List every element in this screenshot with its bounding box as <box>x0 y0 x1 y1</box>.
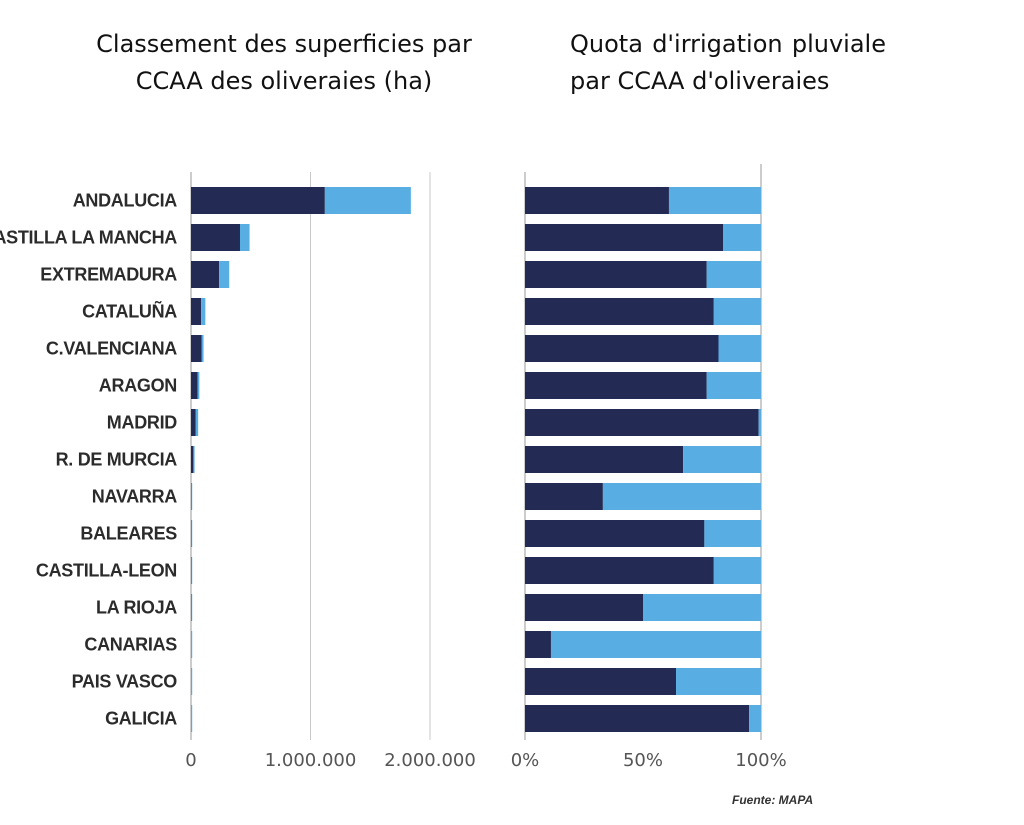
category-label: ARAGON <box>99 376 177 396</box>
bar-light-7 <box>683 446 761 473</box>
bar-light-8 <box>191 483 193 510</box>
bar-light-13 <box>676 668 761 695</box>
bar-dark-8 <box>525 483 603 510</box>
bar-light-11 <box>191 594 193 621</box>
bar-light-0 <box>668 187 761 214</box>
bar-dark-6 <box>191 409 196 436</box>
bar-dark-6 <box>525 409 759 436</box>
bar-light-14 <box>749 705 761 732</box>
bar-light-3 <box>201 298 206 325</box>
bar-light-10 <box>191 557 193 584</box>
category-label: EXTREMADURA <box>40 265 177 285</box>
bar-light-1 <box>239 224 250 251</box>
bar-dark-7 <box>191 446 194 473</box>
bar-dark-4 <box>525 335 719 362</box>
bar-light-2 <box>706 261 761 288</box>
x-tick-label: 2.000.000 <box>384 750 476 771</box>
bar-light-12 <box>550 631 761 658</box>
category-label: CATALUÑA <box>82 301 177 322</box>
category-label: MADRID <box>107 413 177 433</box>
bar-light-5 <box>706 372 761 399</box>
left-chart-title: Classement des superficies par CCAA des … <box>96 30 472 95</box>
bar-light-6 <box>195 409 199 436</box>
x-tick-label: 100% <box>735 750 786 771</box>
bar-light-12 <box>191 631 193 658</box>
category-label: PAIS VASCO <box>72 672 178 692</box>
bar-dark-3 <box>191 298 202 325</box>
bar-light-11 <box>643 594 761 621</box>
surface-chart: ANDALUCIA CASTILLA LA MANCHA EXTREMADURA CA… <box>0 172 476 771</box>
bar-light-10 <box>713 557 761 584</box>
category-label: R. DE MURCIA <box>56 450 178 470</box>
bar-light-2 <box>219 261 230 288</box>
irrigation-share-chart: 0% 50% 100% <box>511 164 787 771</box>
x-tick-label: 0 <box>185 750 196 771</box>
bar-light-0 <box>324 187 411 214</box>
bar-dark-2 <box>525 261 707 288</box>
bar-light-5 <box>197 372 200 399</box>
bar-light-7 <box>193 446 195 473</box>
category-label: C.VALENCIANA <box>46 339 177 359</box>
category-label: BALEARES <box>80 524 177 544</box>
bar-dark-1 <box>191 224 240 251</box>
bar-dark-3 <box>525 298 714 325</box>
bar-light-9 <box>191 520 193 547</box>
bar-light-9 <box>704 520 761 547</box>
category-label: CASTILLA-LEON <box>36 561 177 581</box>
bar-light-14 <box>191 705 193 732</box>
category-label: NAVARRA <box>92 487 178 507</box>
bar-light-13 <box>191 668 193 695</box>
x-tick-label: 1.000.000 <box>265 750 357 771</box>
right-chart-title: Quota d'irrigation pluviale par CCAA d'o… <box>570 30 886 95</box>
bar-light-6 <box>758 409 761 436</box>
category-label: ANDALUCIA <box>73 191 178 211</box>
x-tick-label: 50% <box>623 750 663 771</box>
bar-dark-11 <box>525 594 643 621</box>
category-label: LA RIOJA <box>96 598 177 618</box>
bar-dark-5 <box>525 372 707 399</box>
bar-dark-7 <box>525 446 684 473</box>
bar-light-8 <box>602 483 761 510</box>
x-tick-label: 0% <box>511 750 540 771</box>
bar-dark-9 <box>525 520 705 547</box>
bar-light-3 <box>713 298 761 325</box>
bar-light-4 <box>718 335 761 362</box>
bar-dark-5 <box>191 372 198 399</box>
category-label: CASTILLA LA MANCHA <box>0 228 177 248</box>
bar-dark-10 <box>525 557 714 584</box>
bar-dark-1 <box>525 224 724 251</box>
bar-dark-13 <box>525 668 677 695</box>
bar-light-1 <box>723 224 761 251</box>
category-label: CANARIAS <box>84 635 177 655</box>
bar-dark-4 <box>191 335 202 362</box>
bar-dark-2 <box>191 261 220 288</box>
bar-dark-14 <box>525 705 750 732</box>
source-note: Fuente: MAPA <box>732 793 814 807</box>
category-label: GALICIA <box>105 709 177 729</box>
bar-dark-0 <box>191 187 325 214</box>
bar-light-4 <box>201 335 204 362</box>
bar-dark-12 <box>525 631 551 658</box>
bar-dark-0 <box>525 187 669 214</box>
